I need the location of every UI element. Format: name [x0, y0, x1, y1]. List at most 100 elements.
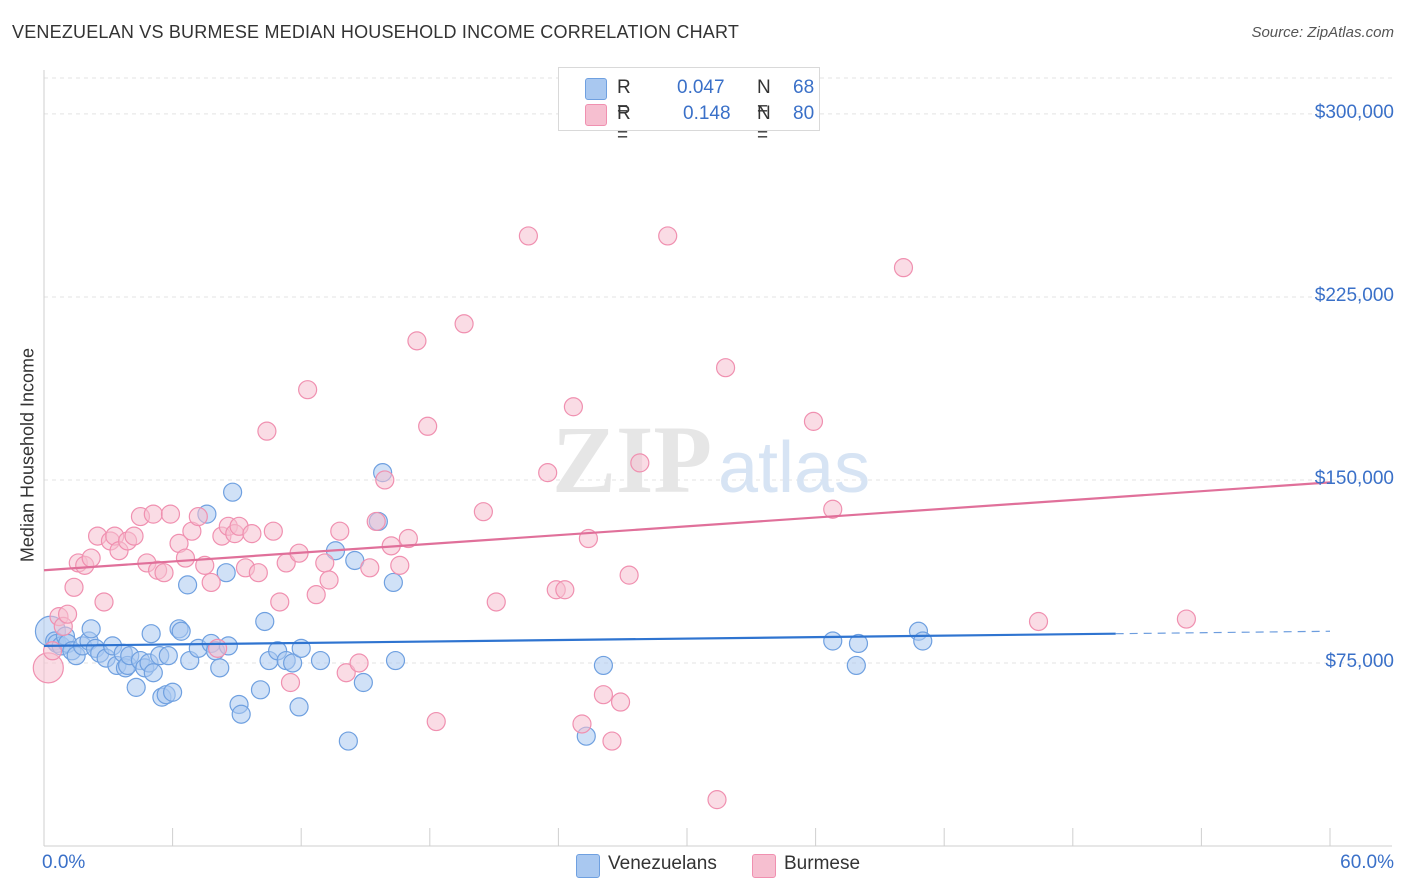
chart-title: VENEZUELAN VS BURMESE MEDIAN HOUSEHOLD I…: [12, 22, 740, 42]
point-burmese: [195, 555, 215, 575]
point-venezuelans: [126, 677, 146, 697]
point-burmese: [715, 358, 736, 378]
point-venezuelans: [283, 653, 303, 673]
point-burmese: [619, 565, 639, 585]
point-burmese: [280, 672, 301, 693]
point-venezuelans: [223, 482, 243, 502]
point-burmese: [572, 714, 592, 734]
point-venezuelans: [171, 621, 191, 641]
y-tick-label: $150,000: [1314, 467, 1394, 489]
point-venezuelans: [823, 631, 843, 651]
point-venezuelans: [848, 633, 869, 654]
point-burmese: [538, 463, 558, 483]
legend-n-value: 68: [793, 77, 815, 98]
legend-r-value: 0.148: [683, 103, 731, 124]
point-burmese: [454, 314, 474, 334]
y-tick-label: $75,000: [1325, 650, 1394, 672]
series-swatch-burmese: [752, 854, 776, 878]
y-tick-label: $225,000: [1314, 284, 1394, 306]
legend-swatch-venezuelans: [585, 78, 607, 100]
point-burmese: [94, 592, 114, 612]
point-venezuelans: [216, 563, 236, 583]
point-burmese: [160, 504, 181, 524]
point-burmese: [610, 692, 631, 712]
legend-r-label: R =: [617, 77, 631, 120]
point-burmese: [630, 453, 650, 473]
legend-n-label: N =: [757, 103, 771, 146]
point-burmese: [602, 731, 622, 751]
point-burmese: [319, 570, 339, 590]
point-burmese: [64, 577, 84, 597]
point-venezuelans: [338, 731, 358, 751]
point-burmese: [330, 521, 350, 541]
point-burmese: [390, 555, 410, 575]
series-swatch-venezuelans: [576, 854, 600, 878]
point-burmese: [823, 499, 843, 519]
point-venezuelans: [141, 624, 161, 644]
point-burmese: [336, 663, 356, 683]
point-burmese: [208, 638, 228, 658]
point-venezuelans: [289, 697, 309, 717]
point-venezuelans: [255, 611, 275, 632]
point-burmese: [143, 504, 163, 524]
point-burmese: [349, 653, 369, 673]
point-venezuelans: [143, 663, 163, 683]
point-burmese: [893, 258, 914, 278]
legend-r-label: R =: [617, 103, 631, 146]
point-burmese: [473, 502, 493, 522]
point-burmese: [248, 563, 268, 583]
trend-line-extension-venezuelans: [1115, 630, 1331, 635]
point-burmese: [201, 572, 221, 593]
point-burmese: [398, 528, 418, 549]
legend-n-label: N =: [757, 77, 771, 120]
legend-swatch-burmese: [585, 104, 607, 126]
series-name-burmese: Burmese: [784, 853, 861, 874]
point-venezuelans: [163, 682, 183, 702]
point-venezuelans: [353, 672, 373, 693]
point-burmese: [593, 685, 614, 705]
point-burmese: [57, 604, 78, 624]
correlation-legend: R = 0.047 N = 68 R = 0.148 N = 80: [558, 67, 820, 146]
y-tick-label: $300,000: [1314, 101, 1394, 123]
point-burmese: [154, 563, 174, 583]
point-burmese: [426, 711, 446, 732]
point-burmese: [124, 526, 144, 546]
point-burmese: [1028, 611, 1049, 632]
point-venezuelans: [385, 650, 406, 671]
point-venezuelans: [178, 575, 198, 595]
point-venezuelans: [383, 572, 403, 593]
point-burmese: [1176, 609, 1196, 629]
point-burmese: [375, 470, 395, 490]
trend-line-burmese: [43, 481, 1331, 572]
point-venezuelans: [231, 704, 251, 724]
chart-source: Source: ZipAtlas.com: [1251, 24, 1394, 41]
point-burmese: [42, 641, 63, 661]
series-name-venezuelans: Venezuelans: [608, 853, 717, 874]
legend-n-value: 80: [793, 103, 815, 124]
x-axis-min-label: 0.0%: [42, 852, 86, 873]
trend-lines: [43, 481, 1331, 647]
point-burmese: [257, 421, 277, 441]
point-burmese: [486, 592, 506, 612]
point-burmese: [407, 331, 427, 351]
point-venezuelans: [913, 631, 933, 651]
point-burmese: [270, 592, 290, 612]
x-axis-max-label: 60.0%: [1340, 852, 1394, 873]
point-burmese: [188, 506, 208, 527]
y-axis-label: Median Household Income: [17, 347, 38, 563]
watermark-atlas: atlas: [718, 428, 870, 508]
point-burmese: [242, 524, 262, 544]
point-venezuelans: [158, 646, 178, 666]
legend-r-value: 0.047: [677, 77, 725, 98]
point-burmese: [315, 553, 335, 573]
point-venezuelans: [846, 655, 866, 676]
point-burmese: [658, 226, 678, 246]
point-burmese: [306, 585, 326, 605]
point-burmese: [360, 558, 380, 578]
point-venezuelans: [310, 650, 331, 671]
trend-line-venezuelans: [43, 632, 1116, 647]
point-venezuelans: [250, 680, 271, 700]
point-burmese: [81, 548, 101, 568]
point-burmese: [263, 521, 283, 541]
